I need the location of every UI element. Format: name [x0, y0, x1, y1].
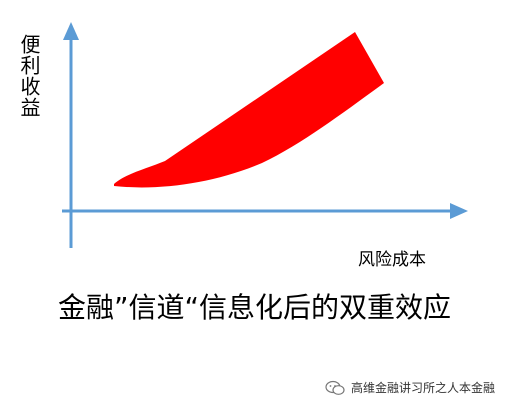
dual-effect-band [114, 32, 384, 188]
y-axis-arrow-icon [63, 22, 79, 40]
watermark: 高维金融讲习所之人本金融 [325, 379, 495, 396]
watermark-text: 高维金融讲习所之人本金融 [350, 381, 495, 395]
y-axis-label: 便利收益 [17, 34, 41, 118]
diagram-caption: 金融”信道“信息化后的双重效应 [57, 291, 451, 324]
wechat-icon [325, 380, 345, 395]
x-axis-label: 风险成本 [358, 250, 426, 270]
x-axis-arrow-icon [450, 203, 468, 219]
